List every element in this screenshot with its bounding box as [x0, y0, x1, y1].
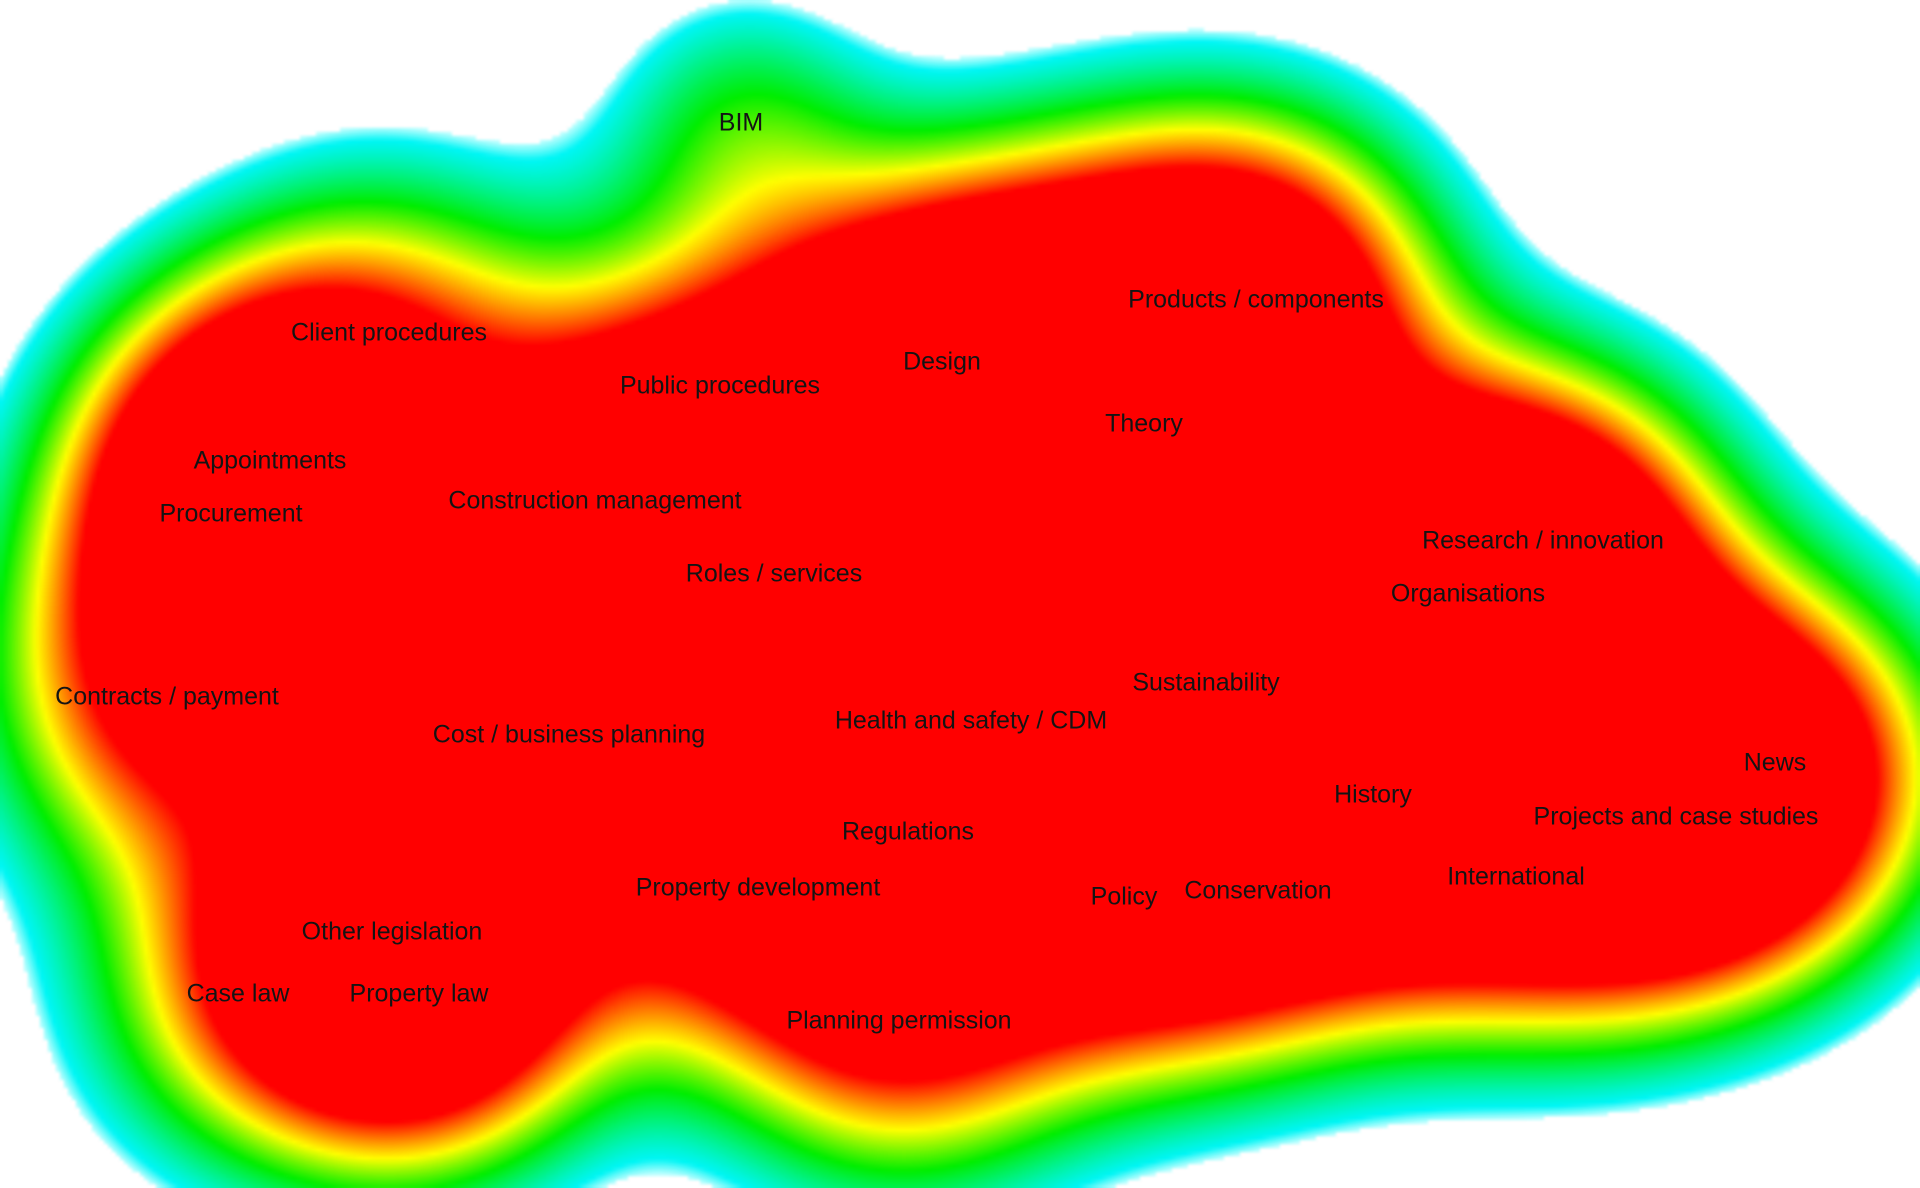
term-news: News: [1743, 748, 1807, 777]
term-planning-permission: Planning permission: [786, 1006, 1012, 1035]
term-products-components: Products / components: [1128, 285, 1384, 314]
term-construction-management: Construction management: [448, 486, 742, 515]
term-theory: Theory: [1105, 409, 1183, 438]
term-public-procedures: Public procedures: [619, 371, 821, 400]
term-property-development: Property development: [635, 873, 881, 902]
term-international: International: [1447, 862, 1585, 891]
term-contracts-payment: Contracts / payment: [55, 682, 279, 711]
term-organisations: Organisations: [1390, 579, 1546, 608]
term-projects-case-studies: Projects and case studies: [1533, 802, 1819, 831]
term-conservation: Conservation: [1184, 876, 1332, 905]
term-policy: Policy: [1090, 882, 1158, 911]
term-design: Design: [903, 347, 981, 376]
term-property-law: Property law: [349, 979, 489, 1008]
term-history: History: [1334, 780, 1412, 809]
term-other-legislation: Other legislation: [301, 917, 483, 946]
term-sustainability: Sustainability: [1132, 668, 1280, 697]
term-bim: BIM: [718, 108, 764, 137]
term-roles-services: Roles / services: [685, 559, 863, 588]
term-case-law: Case law: [186, 979, 290, 1008]
term-client-procedures: Client procedures: [291, 318, 487, 347]
term-procurement: Procurement: [159, 499, 303, 528]
term-appointments: Appointments: [193, 446, 347, 475]
term-health-safety-cdm: Health and safety / CDM: [834, 706, 1108, 735]
term-cost-business-planning: Cost / business planning: [432, 720, 706, 749]
term-research-innovation: Research / innovation: [1422, 526, 1664, 555]
term-regulations: Regulations: [841, 817, 975, 846]
